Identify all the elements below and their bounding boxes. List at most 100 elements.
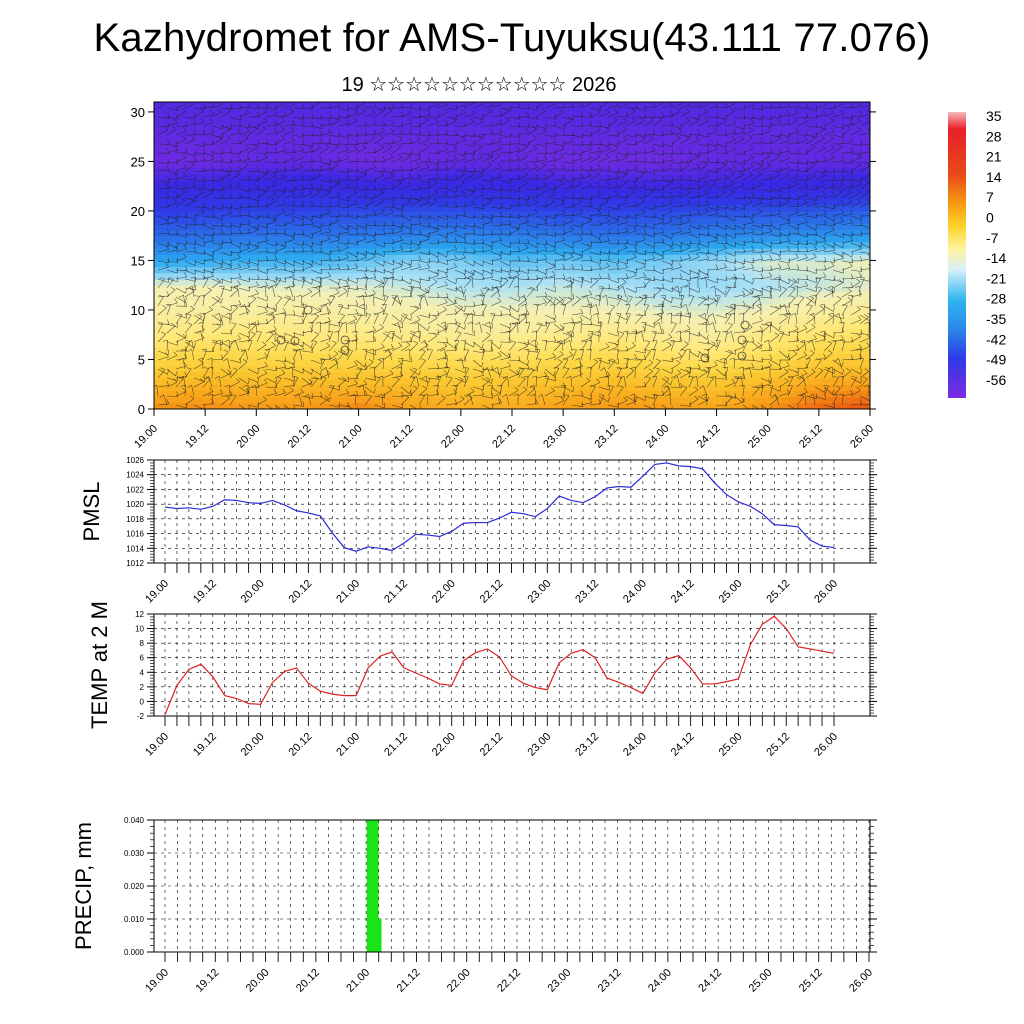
field-cell [627,353,635,361]
field-cell [467,161,475,169]
field-cell [377,260,385,268]
field-cell [563,192,571,200]
field-cell [499,328,507,336]
field-cell [863,322,870,330]
field-cell [633,297,641,305]
field-cell [742,297,750,305]
field-cell [754,402,762,409]
field-cell [473,254,481,262]
field-cell [780,353,788,361]
field-cell [607,192,615,200]
field-cell [831,223,839,231]
field-cell [748,378,756,385]
field-cell [275,260,283,268]
field-cell [333,285,340,292]
field-cell [179,365,187,373]
field-cell [818,347,826,354]
field-cell [799,167,807,175]
field-cell [729,167,737,175]
field-cell [582,254,590,262]
field-cell [799,303,807,311]
field-cell [524,167,532,175]
field-cell [492,365,500,373]
field-cell [652,365,660,373]
field-cell [806,272,814,280]
field-cell [691,347,698,354]
field-cell [524,223,532,231]
field-cell [588,347,596,354]
field-cell [326,179,334,187]
field-cell [556,371,564,379]
field-cell [224,291,232,299]
field-cell [748,179,756,187]
field-cell [307,396,315,404]
field-cell [307,235,315,243]
field-cell [486,192,494,200]
field-cell [524,254,532,262]
field-cell [825,210,833,218]
field-cell [185,186,193,193]
field-cell [499,279,507,286]
field-cell [659,297,667,305]
field-cell [358,192,366,200]
field-cell [473,340,481,348]
field-cell [735,142,743,150]
field-cell [486,390,494,398]
field-cell [556,210,564,218]
field-cell [377,254,385,262]
field-cell [217,192,225,200]
field-cell [735,384,743,392]
field-cell [403,402,411,409]
field-cell [256,167,264,175]
field-cell [179,192,187,200]
field-cell [582,291,590,299]
field-cell [774,260,782,268]
field-cell [492,272,500,280]
field-cell [435,334,443,342]
field-cell [326,241,334,249]
field-cell [154,384,161,392]
field-cell [262,390,270,398]
field-cell [358,396,366,404]
field-cell [173,179,181,187]
field-cell [665,340,673,348]
field-cell [448,248,456,255]
field-cell [761,285,769,292]
field-cell [160,149,168,156]
field-cell [569,223,577,231]
field-cell [774,353,782,361]
field-cell [428,210,436,218]
field-cell [512,254,519,262]
field-cell [166,142,174,150]
field-cell [403,235,411,243]
field-cell [467,241,475,249]
field-cell [192,353,200,361]
field-cell [384,186,392,193]
field-cell [729,353,737,361]
field-cell [454,179,462,187]
field-cell [607,198,615,206]
field-cell [786,285,794,292]
field-cell [665,297,673,305]
field-cell [249,235,257,243]
field-cell [269,235,277,243]
field-cell [531,303,539,311]
field-cell [160,266,168,274]
field-cell [224,260,232,268]
field-cell [780,291,788,299]
field-cell [716,186,724,193]
field-cell [582,309,590,317]
field-cell [333,149,340,156]
field-cell [480,322,488,330]
field-cell [179,217,187,224]
field-cell [582,198,590,206]
field-cell [301,260,309,268]
field-cell [646,229,654,237]
field-cell [326,378,334,385]
field-cell [288,155,296,163]
field-cell [275,303,283,311]
field-cell [825,229,833,237]
field-cell [659,248,667,255]
field-cell [448,130,456,138]
field-cell [524,155,532,163]
